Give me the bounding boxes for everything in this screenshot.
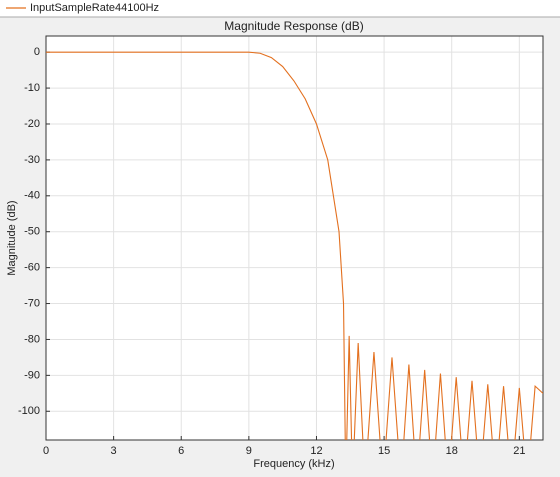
- chart-title: Magnitude Response (dB): [224, 19, 363, 33]
- series-line: [46, 51, 543, 440]
- x-tick-label: 6: [178, 445, 184, 457]
- x-tick-label: 3: [111, 445, 117, 457]
- y-tick-label: -60: [24, 262, 40, 274]
- x-tick-label: 0: [43, 445, 49, 457]
- y-tick-label: -70: [24, 297, 40, 309]
- y-tick-label: -30: [24, 154, 40, 166]
- x-tick-label: 15: [378, 445, 390, 457]
- axes-box: [45, 35, 544, 441]
- x-tick-label: 21: [513, 445, 525, 457]
- y-tick-label: -80: [24, 333, 40, 345]
- y-tick-label: 0: [34, 46, 40, 58]
- legend-band: [0, 0, 560, 17]
- x-tick-label: 18: [446, 445, 458, 457]
- x-axis-label: Frequency (kHz): [253, 458, 334, 470]
- y-tick-label: -90: [24, 369, 40, 381]
- y-tick-label: -20: [24, 118, 40, 130]
- legend-label: InputSampleRate44100Hz: [30, 2, 159, 14]
- y-tick-label: -50: [24, 226, 40, 238]
- plot-area: [46, 36, 543, 440]
- y-tick-label: -100: [18, 405, 40, 417]
- y-axis-label: Magnitude (dB): [6, 200, 18, 275]
- y-tick-label: -10: [24, 82, 40, 94]
- x-tick-label: 9: [246, 445, 252, 457]
- x-tick-label: 12: [310, 445, 322, 457]
- plot-lines: [46, 51, 543, 440]
- y-tick-label: -40: [24, 190, 40, 202]
